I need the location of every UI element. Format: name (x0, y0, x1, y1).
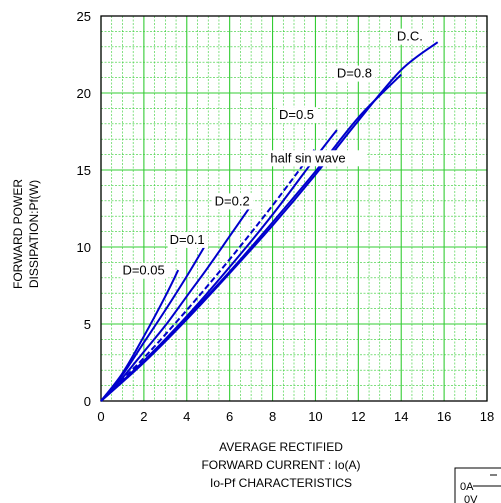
series-label: D=0.05 (122, 263, 164, 278)
inset-label-0v: 0V (464, 494, 478, 503)
x-tick-label: 16 (437, 409, 451, 424)
chart-title: Io-Pf CHARACTERISTICS (210, 476, 352, 490)
series-line-d-c- (100, 41, 439, 402)
series-label-bg (268, 150, 368, 167)
series-label-bg (394, 28, 429, 45)
x-tick-label: 6 (226, 409, 233, 424)
y-tick-label: 25 (77, 9, 91, 24)
x-axis-title-line1: AVERAGE RECTIFIED (219, 440, 343, 454)
y-tick-label: 5 (84, 317, 91, 332)
series-group (100, 41, 439, 402)
series-label: D=0.8 (337, 66, 372, 81)
series-line-d-0-1 (100, 243, 207, 402)
inset-label-0a: 0A (460, 481, 474, 493)
y-tick-label: 15 (77, 163, 91, 178)
y-axis-title-line2: DISSIPATION:Pf(W) (27, 180, 41, 288)
series-label-bg (334, 65, 376, 82)
x-tick-label: 0 (97, 409, 104, 424)
series-label: D.C. (397, 29, 423, 44)
series-line-d-0-05 (100, 269, 180, 402)
series-label: half sin wave (270, 150, 345, 165)
x-tick-label: 2 (140, 409, 147, 424)
series-label: D=0.5 (279, 107, 314, 122)
series-labels: D=0.05 D=0.1 D=0.2 half sin wave D=0.5 D=0.8 D… (120, 28, 429, 279)
x-axis-title-line2: FORWARD CURRENT : Io(A) (201, 458, 360, 472)
series-label: D=0.2 (215, 193, 250, 208)
y-tick-label: 20 (77, 86, 91, 101)
x-tick-label: 8 (269, 409, 276, 424)
series-label: D=0.1 (170, 232, 205, 247)
inset-diagram: 0A 0V (454, 467, 501, 503)
series-label-bg (167, 231, 209, 248)
plot-grid (100, 15, 488, 402)
x-tick-label: 10 (308, 409, 322, 424)
x-tick-label: 12 (351, 409, 365, 424)
series-line-d-0-2 (100, 204, 252, 402)
series-label-bg (276, 107, 318, 124)
x-tick-label: 14 (394, 409, 408, 424)
inset-frame (454, 467, 501, 503)
y-tick-label: 0 (84, 394, 91, 409)
x-tick-label: 4 (183, 409, 190, 424)
plot-frame (100, 15, 488, 402)
y-axis-title-line1: FORWARD POWER (11, 179, 25, 289)
series-label-bg (120, 262, 169, 279)
y-tick-label: 10 (77, 240, 91, 255)
series-label-bg (212, 193, 254, 210)
tick-labels: 0 2 4 6 8 10 12 14 16 18 0 5 10 15 20 25 (77, 9, 495, 424)
series-line-d-0-8 (100, 73, 402, 402)
x-tick-label: 18 (480, 409, 494, 424)
